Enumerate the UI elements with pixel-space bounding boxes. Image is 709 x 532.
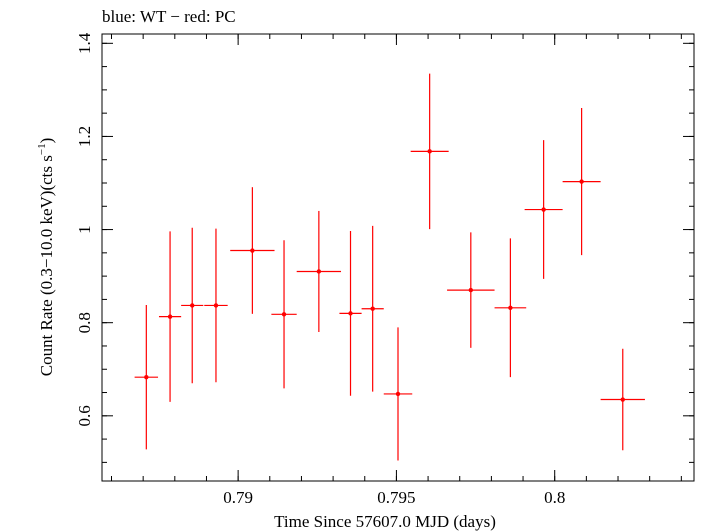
y-tick-label: 1 (75, 225, 94, 234)
data-marker (281, 312, 287, 317)
data-marker (427, 149, 432, 154)
data-point (524, 140, 563, 279)
x-axis-tick-labels: 0.79 0.795 0.8 (223, 488, 565, 507)
x-tick-label: 0.795 (377, 488, 415, 507)
data-point (230, 187, 275, 314)
data-point (134, 304, 159, 450)
data-point (271, 240, 297, 389)
data-marker (316, 269, 322, 274)
data-marker (579, 179, 584, 184)
data-point (562, 108, 601, 256)
y-axis-label-superscript: −1 (36, 143, 48, 155)
y-axis-label-close: ) (37, 138, 56, 144)
data-point (181, 227, 204, 384)
chart-title: blue: WT − red: PC (102, 7, 236, 26)
data-point (296, 210, 342, 332)
data-points (134, 73, 645, 461)
data-marker (144, 374, 149, 380)
data-point (339, 230, 362, 396)
y-axis-label-main: Count Rate (0.3−10.0 keV)(cts s (37, 155, 56, 376)
data-marker (468, 287, 474, 293)
data-marker (508, 305, 513, 310)
y-axis-label: Count Rate (0.3−10.0 keV)(cts s−1) (36, 138, 56, 377)
x-axis-ticks (110, 34, 682, 481)
data-marker (213, 303, 219, 308)
data-marker (167, 314, 173, 319)
data-point (361, 225, 384, 392)
data-marker (190, 303, 195, 308)
data-point (494, 238, 527, 378)
data-marker (395, 391, 401, 397)
data-marker (348, 311, 353, 316)
data-point (383, 327, 413, 461)
y-axis-tick-labels: 0.6 0.8 1 1.2 1.4 (75, 32, 94, 426)
y-axis-ticks (102, 42, 694, 463)
data-marker (370, 306, 375, 311)
data-point (158, 231, 182, 402)
x-tick-label: 0.79 (223, 488, 253, 507)
data-marker (250, 248, 255, 253)
x-axis-label: Time Since 57607.0 MJD (days) (274, 512, 496, 531)
y-tick-label: 0.8 (75, 312, 94, 333)
data-point (410, 73, 449, 230)
plot-frame (101, 33, 695, 482)
data-point (204, 228, 228, 383)
y-tick-label: 0.6 (75, 405, 94, 426)
data-point (600, 348, 645, 451)
data-marker (620, 397, 625, 402)
y-tick-label: 1.4 (75, 32, 94, 54)
data-point (447, 232, 495, 348)
data-marker (541, 207, 546, 212)
y-tick-label: 1.2 (75, 126, 94, 147)
x-tick-label: 0.8 (544, 488, 565, 507)
